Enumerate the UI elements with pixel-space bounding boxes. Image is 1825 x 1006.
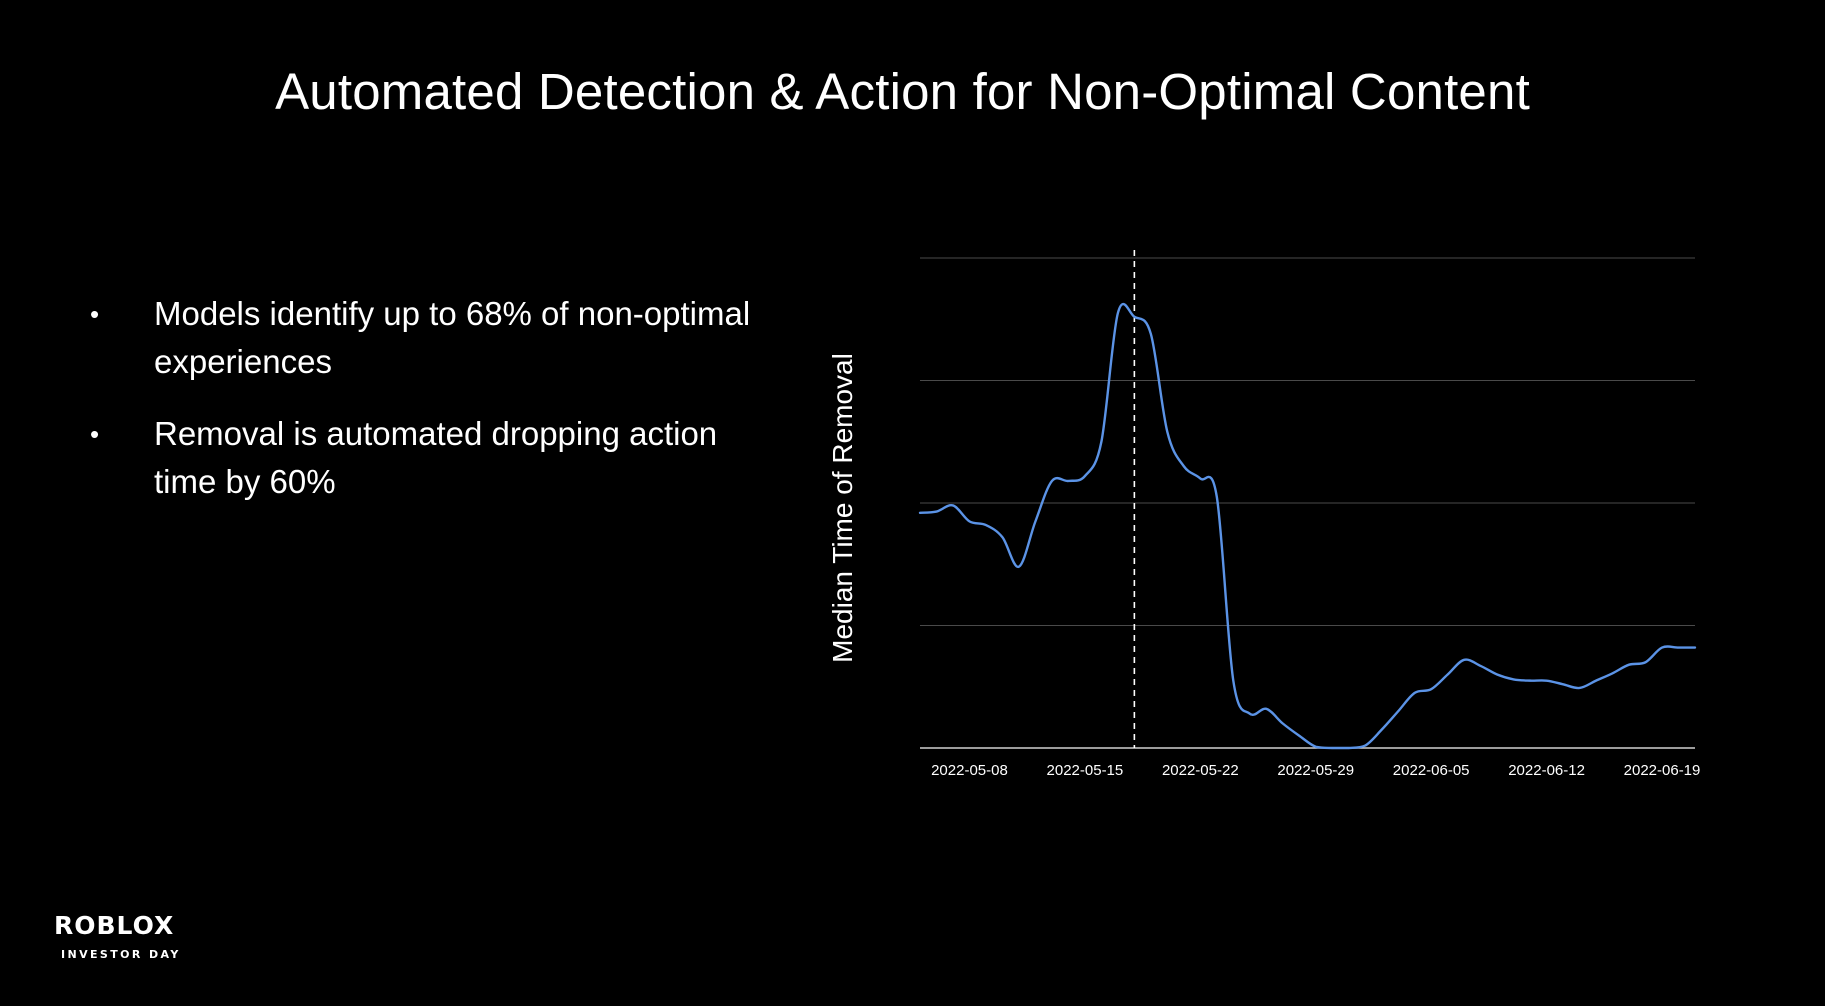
x-tick-label: 2022-05-29	[1277, 762, 1354, 779]
x-tick-label: 2022-05-15	[1047, 762, 1124, 779]
bullet-text: Removal is automated dropping action tim…	[154, 415, 718, 500]
logo-wordmark: ROBLOX	[54, 911, 175, 940]
bullet-dot-icon: •	[90, 299, 100, 329]
bullet-item: • Models identify up to 68% of non-optim…	[86, 290, 766, 386]
roblox-logo: ROBLOX INVESTOR DAY	[54, 911, 194, 962]
chart-area: 2022-05-08 2022-05-15 2022-05-22 2022-05-29…	[815, 240, 1715, 800]
x-tick-label: 2022-05-22	[1162, 762, 1239, 779]
bullet-dot-icon: •	[90, 419, 100, 449]
bullet-item: • Removal is automated dropping action t…	[86, 410, 766, 506]
y-axis-label: Median Time of Removal	[827, 353, 858, 663]
x-tick-label: 2022-05-08	[931, 762, 1008, 779]
slide-title: Automated Detection & Action for Non-Opt…	[275, 63, 1530, 120]
line-chart: 2022-05-08 2022-05-15 2022-05-22 2022-05-29…	[827, 250, 1700, 779]
x-tick-label: 2022-06-19	[1624, 762, 1701, 779]
series-layer	[918, 303, 1697, 750]
x-tick-label: 2022-06-12	[1508, 762, 1585, 779]
bullet-text: Models identify up to 68% of non-optimal…	[154, 295, 751, 380]
series-line	[918, 303, 1697, 750]
x-tick-label: 2022-06-05	[1393, 762, 1470, 779]
grid-layer	[920, 257, 1695, 626]
logo-subtitle: INVESTOR DAY	[61, 948, 181, 961]
bullet-list: • Models identify up to 68% of non-optim…	[86, 290, 766, 530]
x-tick-labels: 2022-05-08 2022-05-15 2022-05-22 2022-05-29…	[931, 762, 1700, 779]
